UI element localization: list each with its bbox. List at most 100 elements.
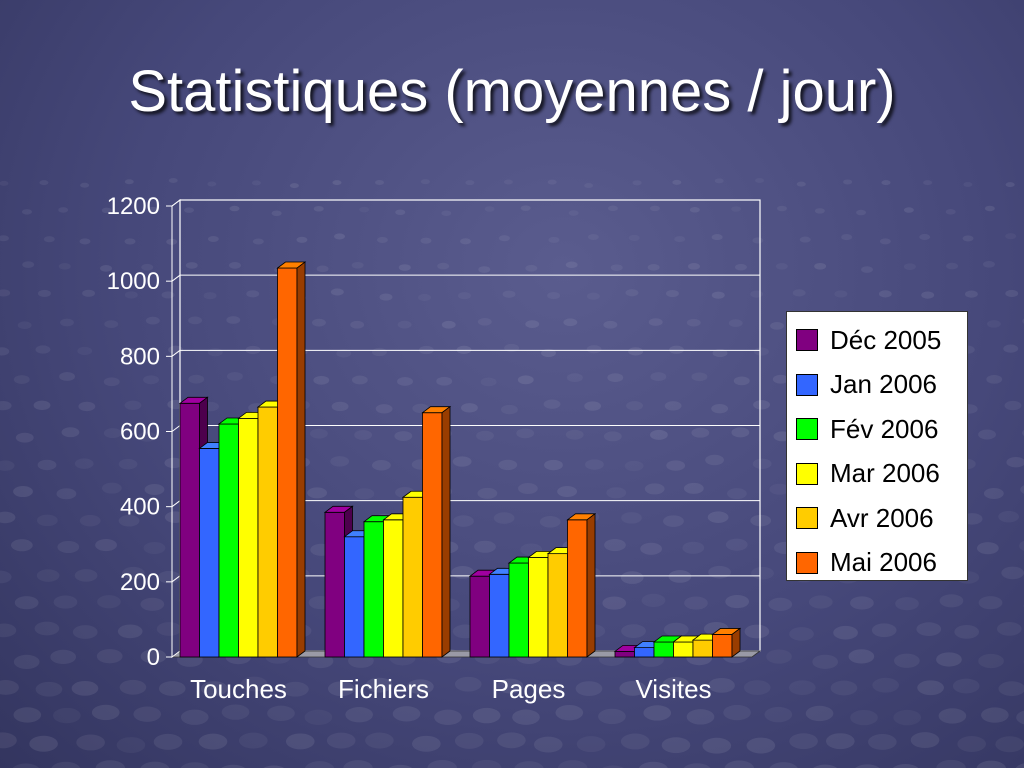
background-dot [893,653,920,668]
bars [178,261,742,658]
background-dot [477,487,498,499]
background-dot [124,238,136,245]
background-dot [557,485,577,497]
background-dot [843,179,853,185]
background-dot [226,316,241,324]
bar-front [567,519,588,658]
background-dot [103,377,120,387]
bar-front [277,267,298,658]
background-dot [354,430,373,440]
background-dot [628,234,640,241]
background-dot [1005,289,1019,298]
background-dot [606,487,627,499]
background-dot [36,514,58,527]
background-dot [198,733,228,750]
background-dot [598,708,626,725]
background-dot [188,316,203,325]
background-dot [1005,182,1015,188]
background-dot [712,348,728,358]
background-dot [868,733,897,750]
background-dot [568,210,579,216]
background-dot [307,487,327,499]
background-dot [133,706,162,722]
background-dot [711,403,729,414]
background-dot [954,625,980,639]
background-dot [996,622,1022,636]
background-dot [916,622,942,637]
background-dot [289,183,299,189]
background-dot [207,181,217,187]
background-dot [754,347,769,356]
background-dot [77,346,93,356]
background-dot [143,541,166,555]
background-dot [95,760,126,768]
background-dot [350,320,365,329]
background-dot [50,649,77,665]
background-dot [841,234,853,241]
background-dot [496,678,524,694]
background-dot [118,514,140,527]
bar-front [489,573,510,658]
bar-front [528,557,549,658]
background-dot [964,290,978,298]
background-dot [53,707,81,724]
background-dot [397,320,412,329]
background-dot [733,376,750,386]
background-dot [15,432,34,443]
background-dot [226,371,243,381]
background-dot [472,707,501,724]
background-dot [978,653,1004,669]
background-dot [725,594,750,609]
y-axis: 0 200 400 600 800 1000 1200 [107,193,173,671]
legend-label: Mar 2006 [830,458,940,489]
background-dot [610,264,623,271]
background-dot [434,709,462,725]
background-dot [525,264,538,272]
background-dot [101,482,122,494]
background-dot [313,205,324,212]
background-dot [60,318,74,327]
background-dot [454,732,484,749]
background-dot [418,293,432,302]
background-dot [983,487,1004,499]
background-dot [621,624,646,638]
background-dot [812,654,839,669]
background-dot [752,237,764,244]
background-dot [830,680,858,696]
background-dot [963,181,973,187]
background-dot [621,512,642,524]
background-dot [682,541,705,554]
background-dot [51,761,81,768]
background-dot [624,460,644,472]
background-dot [33,400,51,411]
gridline-side [171,274,181,282]
y-tick-label: 800 [120,343,160,370]
background-dot [663,622,689,637]
background-dot [688,263,700,270]
background-dot [458,292,471,300]
background-dot [58,263,71,270]
background-dot [548,236,560,243]
background-dot [493,512,515,524]
background-dot [21,209,32,215]
background-dot [13,486,33,498]
background-dot [984,205,995,212]
legend-item: Mar 2006 [787,452,967,497]
background-dot [584,401,602,411]
background-dot [394,431,413,442]
legend-label: Mai 2006 [830,547,937,578]
legend-label: Jan 2006 [830,369,937,400]
background-dot [603,431,622,442]
bar-front [324,511,345,658]
background-dot [453,515,474,527]
background-dot [714,178,724,184]
background-dot [919,233,931,241]
bar-front [218,423,239,658]
background-dot [203,292,217,300]
background-dot [72,625,98,639]
background-dot [632,180,642,186]
background-dot [97,595,121,609]
background-dot [520,205,531,211]
legend-item: Avr 2006 [787,496,967,541]
background-dot [309,428,328,439]
